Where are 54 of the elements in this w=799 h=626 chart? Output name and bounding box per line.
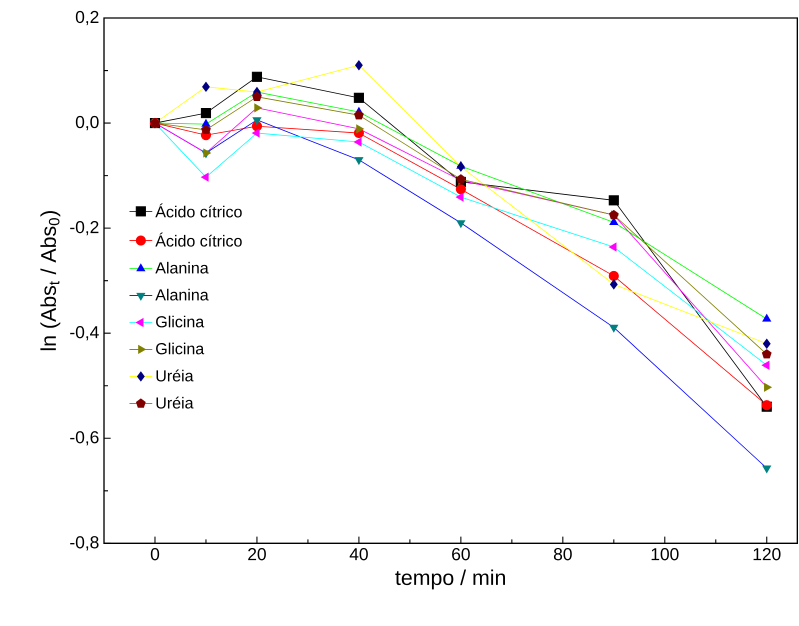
point [610,279,618,290]
point [201,124,211,134]
point [354,157,364,165]
y-tick-label: -0,2 [70,220,98,236]
x-tick-label: 0 [150,548,160,560]
point [252,128,260,138]
x-tick-label: 20 [248,548,266,560]
point [762,360,770,370]
point [354,110,364,120]
x-tick-label: 40 [350,548,368,560]
y-tick-label: -0,4 [70,326,99,340]
point [608,242,616,252]
point [202,82,210,92]
point [456,220,466,228]
y-tick-label: 0,2 [76,10,98,26]
point [456,162,465,172]
x-tick-label: 80 [554,548,572,560]
point [762,466,772,474]
x-tick-label: 120 [754,548,781,560]
y-tick-label: -0,6 [70,431,99,446]
point [762,314,772,322]
y-axis-title: ln (Abs$_{t}$ / Abs$_{0}$) [40,211,60,350]
point [252,117,262,125]
point [608,270,619,282]
x-tick-label: 100 [652,548,679,560]
point [200,108,212,118]
legend-label: Uréia [156,370,194,382]
legend-label: Alanina [155,288,209,301]
legend-label: Ácido cítrico [155,232,242,247]
point [609,324,618,332]
point [762,349,772,358]
point [254,103,262,112]
point [456,192,464,202]
point [252,72,262,82]
point [354,138,362,146]
point [762,338,771,349]
y-tick-label: -0,8 [70,536,99,550]
legend-label: Glicina [156,316,204,328]
point [354,92,364,103]
point [200,172,209,182]
point [252,92,262,101]
legend-label: Uréia [156,396,194,409]
point [356,124,364,134]
point [355,60,363,70]
point [764,382,772,392]
x-tick-label: 60 [452,548,470,560]
legend-label: Ácido cítrico [155,203,242,218]
point [456,184,466,194]
legend-label: Glicina [156,342,204,354]
legend-label: Alanina [155,262,209,274]
point [608,210,619,220]
x-axis-title: tempo / min [395,569,505,590]
point [608,195,619,206]
y-tick-label: 0,0 [76,116,99,130]
